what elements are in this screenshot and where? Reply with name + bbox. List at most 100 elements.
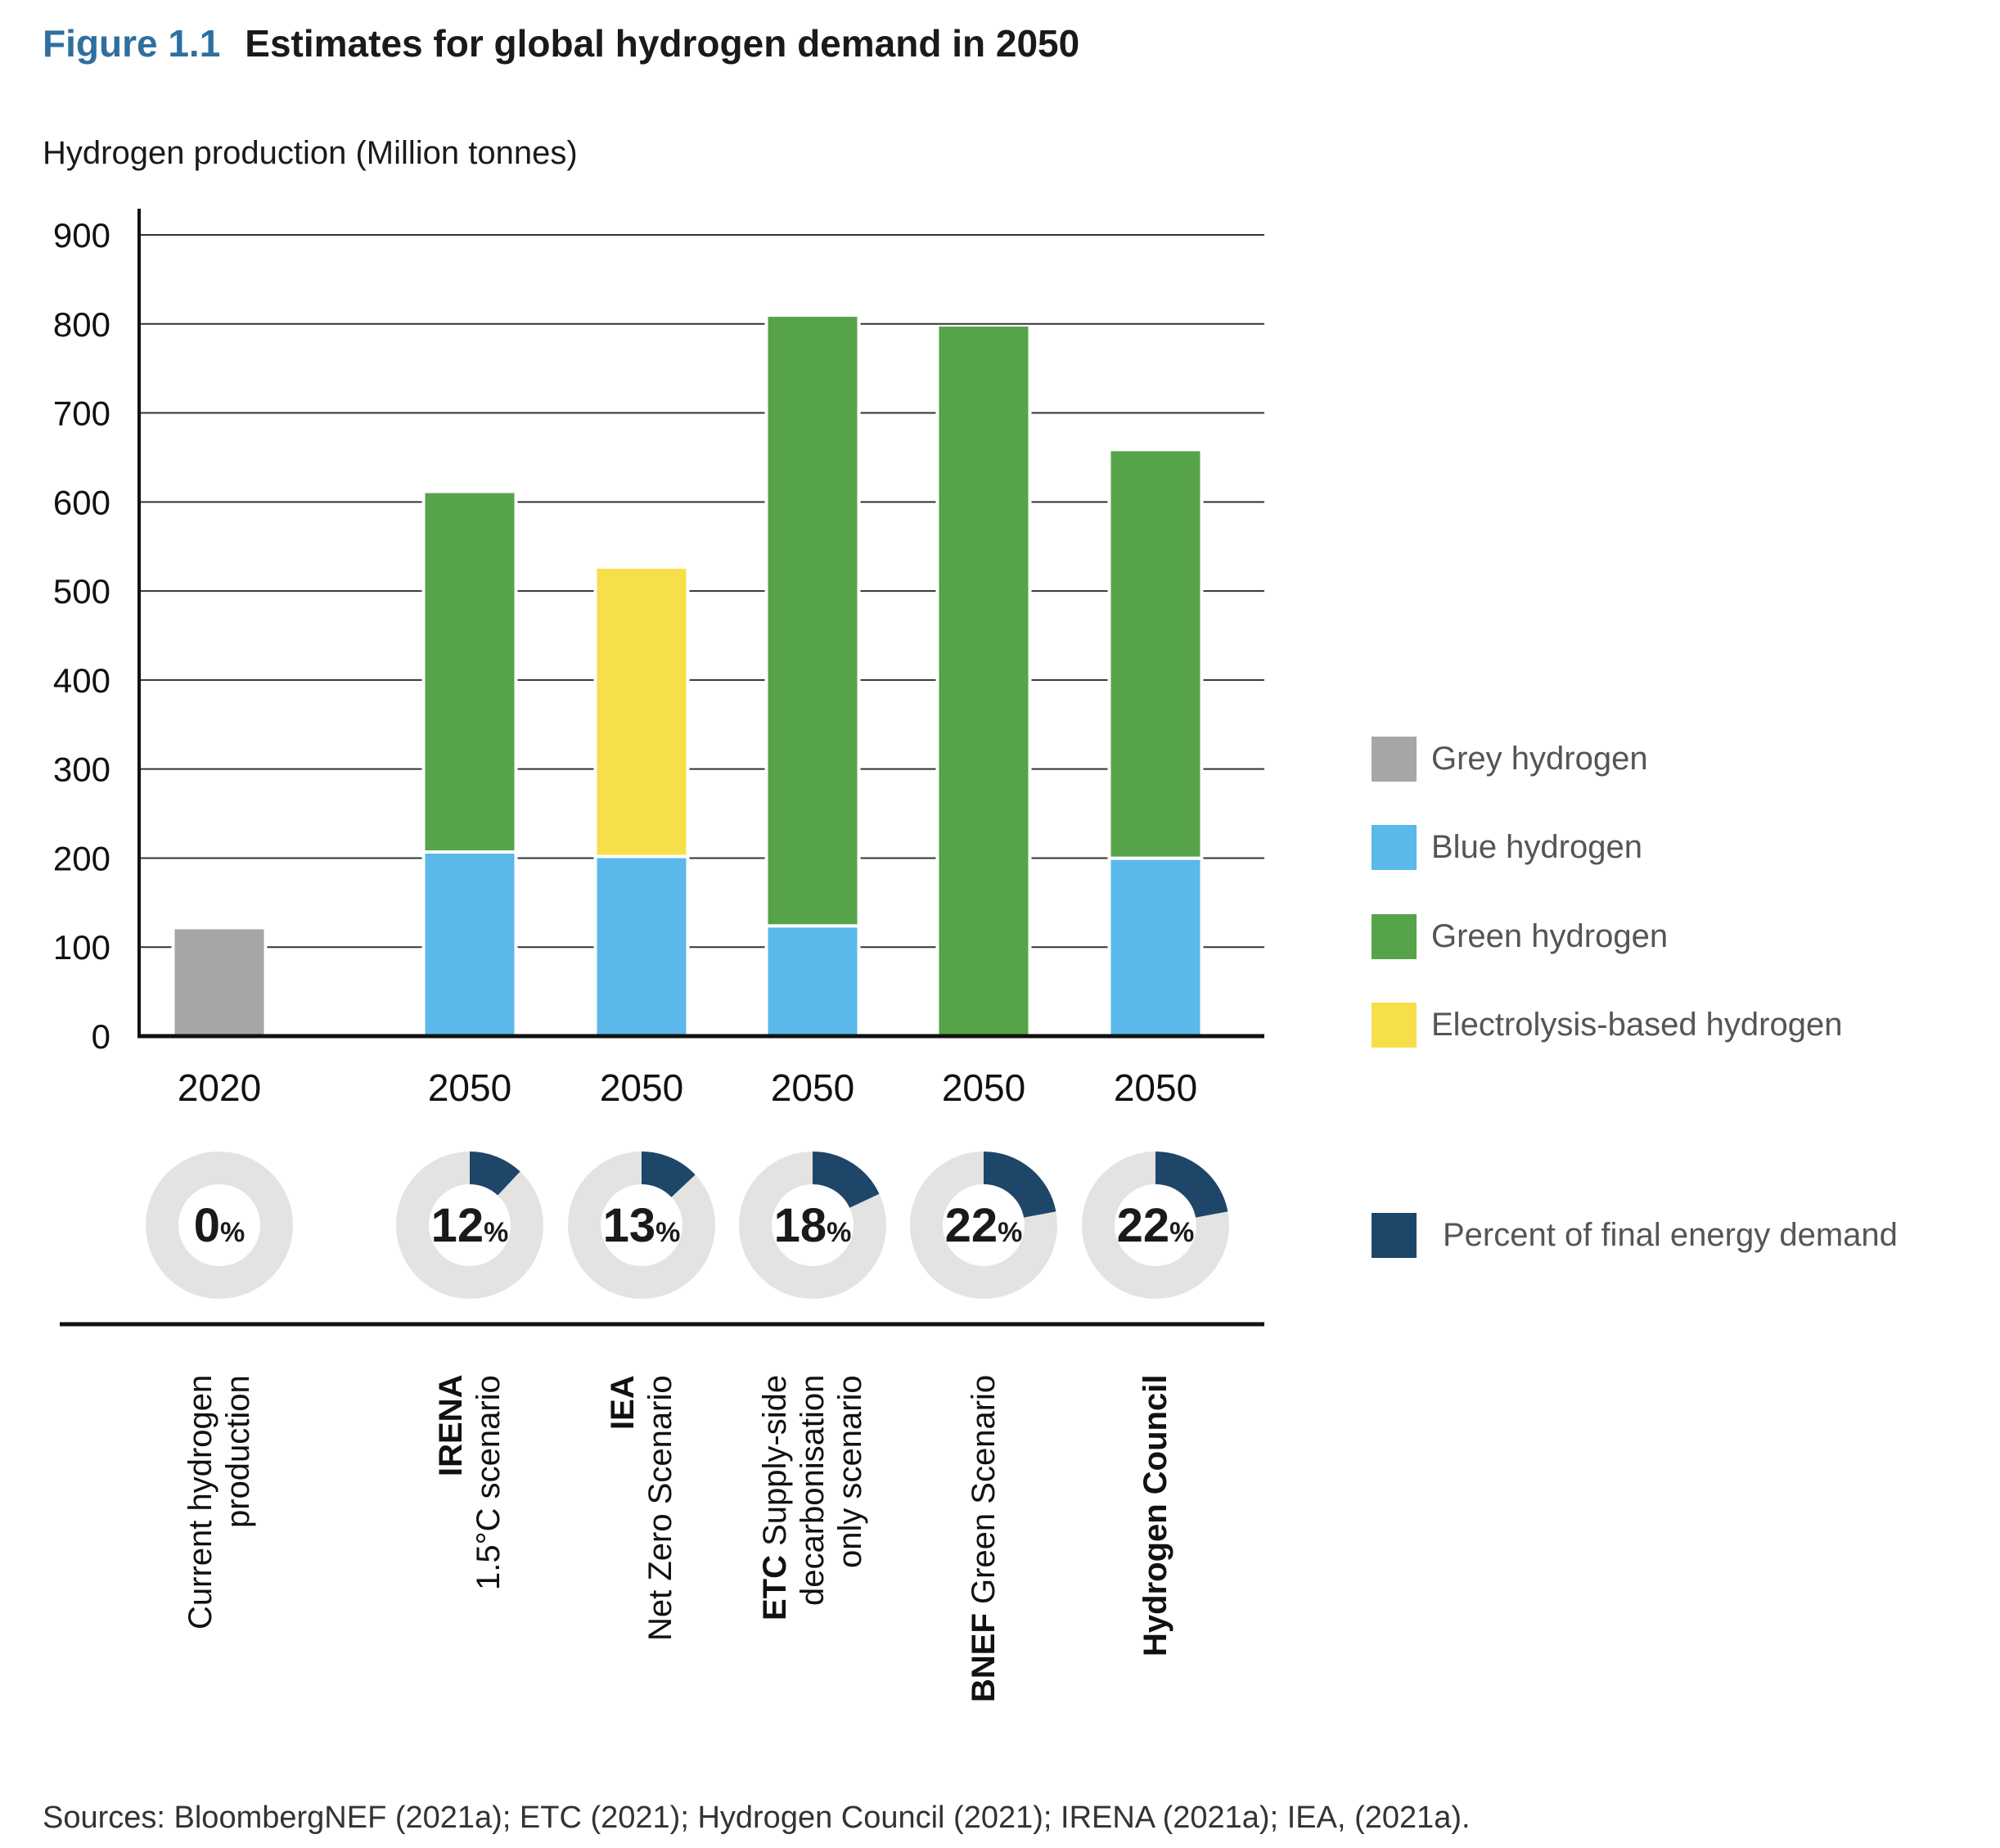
- percent-value: 22: [1117, 1199, 1170, 1252]
- percent-value: 22: [945, 1199, 998, 1252]
- percent-label: 13%: [603, 1199, 681, 1252]
- legend-swatch: [1372, 737, 1417, 782]
- category-label-line: ETC Supply-side: [756, 1375, 794, 1760]
- x-tick-label: 2020: [178, 1066, 261, 1109]
- category-label: IEA Net Zero Scenario: [604, 1375, 679, 1760]
- legend-label: Green hydrogen: [1431, 918, 1669, 954]
- bar-segment-green: [939, 327, 1029, 1036]
- legend-item: Green hydrogen: [1372, 914, 1668, 959]
- category-label-text: only scenario: [832, 1375, 868, 1568]
- legend-item: Grey hydrogen: [1372, 737, 1648, 782]
- y-tick-label: 100: [53, 928, 110, 967]
- y-tick-label: 700: [53, 394, 110, 433]
- y-tick-label: 300: [53, 750, 110, 789]
- legend-item: Electrolysis-based hydrogen: [1372, 1003, 1842, 1048]
- category-label-line: BNEF Green Scenario: [965, 1375, 1002, 1760]
- y-tick-label: 400: [53, 661, 110, 700]
- percent-sign: %: [484, 1217, 508, 1248]
- percent-sign: %: [220, 1217, 245, 1248]
- bar-segment-blue: [425, 854, 515, 1036]
- category-label: IRENA 1.5°C scenario: [432, 1375, 507, 1760]
- legend-label: Grey hydrogen: [1431, 741, 1648, 777]
- category-label-text: Current hydrogen: [182, 1375, 218, 1630]
- legend-swatch: [1372, 1003, 1417, 1048]
- y-tick-label: 200: [53, 839, 110, 877]
- legend-label: Blue hydrogen: [1431, 829, 1642, 865]
- bar-segment-blue: [597, 858, 687, 1036]
- bar-segment-electrolysis: [597, 568, 687, 855]
- percent-label: 22%: [945, 1199, 1023, 1252]
- percent-sign: %: [827, 1217, 851, 1248]
- percent-value: 0: [194, 1199, 220, 1252]
- donut-arc: [396, 1152, 543, 1299]
- x-tick-label: 2050: [942, 1066, 1025, 1109]
- figure-number: Figure 1.1: [43, 22, 221, 65]
- category-label-text: Supply-side: [757, 1375, 793, 1556]
- category-label-line: Hydrogen Council: [1137, 1375, 1174, 1760]
- category-label-line: IEA: [604, 1375, 642, 1760]
- legend-item-percent: Percent of final energy demand: [1372, 1213, 1898, 1258]
- category-label-text: Green Scenario: [966, 1375, 1002, 1614]
- category-label-source: ETC: [757, 1555, 793, 1621]
- y-tick-label: 800: [53, 305, 110, 344]
- percent-label: 18%: [774, 1199, 852, 1252]
- category-label: ETC Supply-side decarbonisation only scena…: [756, 1375, 869, 1760]
- bar-segment-blue: [768, 927, 858, 1036]
- y-tick-label: 900: [53, 216, 110, 255]
- percent-sign: %: [655, 1217, 680, 1248]
- x-tick-label: 2050: [771, 1066, 854, 1109]
- category-label-text: decarbonisation: [795, 1375, 831, 1607]
- category-label-line: Net Zero Scenario: [642, 1375, 679, 1760]
- donut-arc: [910, 1152, 1057, 1299]
- category-label: Hydrogen Council: [1137, 1375, 1174, 1760]
- y-tick-label: 0: [92, 1017, 110, 1056]
- donut-arc: [568, 1152, 715, 1299]
- y-axis-label: Hydrogen production (Million tonnes): [43, 135, 578, 171]
- percent-value: 12: [431, 1199, 484, 1252]
- bar-segment-blue: [1110, 859, 1200, 1036]
- figure-title-text: Estimates for global hydrogen demand in …: [245, 22, 1080, 65]
- percent-value: 13: [603, 1199, 656, 1252]
- bar-segment-green: [1110, 451, 1200, 857]
- sources-note: Sources: BloombergNEF (2021a); ETC (2021…: [43, 1801, 1471, 1835]
- bar-segment-green: [768, 317, 858, 925]
- category-label-line: only scenario: [831, 1375, 869, 1760]
- donut-arc: [739, 1152, 886, 1299]
- category-label-source: Hydrogen Council: [1137, 1375, 1173, 1657]
- percent-label: 0%: [194, 1199, 245, 1252]
- percent-sign: %: [1169, 1217, 1194, 1248]
- y-tick-label: 600: [53, 483, 110, 521]
- category-label: BNEF Green Scenario: [965, 1375, 1002, 1760]
- legend-swatch: [1372, 1213, 1417, 1258]
- legend-label: Percent of final energy demand: [1443, 1217, 1898, 1253]
- category-label-text: Net Zero Scenario: [642, 1375, 678, 1641]
- category-label-text: production: [220, 1375, 256, 1528]
- percent-value: 18: [774, 1199, 827, 1252]
- donut-arc: [1082, 1152, 1229, 1299]
- category-label-line: IRENA: [432, 1375, 470, 1760]
- category-label-line: decarbonisation: [794, 1375, 831, 1760]
- legend-item: Blue hydrogen: [1372, 825, 1642, 870]
- figure-title: Figure 1.1 Estimates for global hydrogen …: [43, 21, 1079, 65]
- legend-label: Electrolysis-based hydrogen: [1431, 1007, 1843, 1043]
- x-tick-label: 2050: [1114, 1066, 1197, 1109]
- category-label-source: IEA: [605, 1375, 641, 1430]
- category-label: Current hydrogen production: [182, 1375, 257, 1760]
- x-tick-label: 2050: [600, 1066, 683, 1109]
- category-label-line: 1.5°C scenario: [470, 1375, 507, 1760]
- legend-swatch: [1372, 914, 1417, 959]
- bar-segment-grey: [174, 929, 264, 1036]
- donut-track: [146, 1152, 293, 1299]
- x-tick-label: 2050: [428, 1066, 511, 1109]
- category-label-source: IRENA: [433, 1375, 469, 1477]
- category-label-line: production: [219, 1375, 257, 1760]
- legend-swatch: [1372, 825, 1417, 870]
- category-label-line: Current hydrogen: [182, 1375, 219, 1760]
- y-tick-label: 500: [53, 572, 110, 611]
- category-label-source: BNEF: [966, 1613, 1002, 1703]
- percent-label: 12%: [431, 1199, 509, 1252]
- percent-sign: %: [998, 1217, 1022, 1248]
- percent-label: 22%: [1117, 1199, 1195, 1252]
- bar-segment-green: [425, 493, 515, 851]
